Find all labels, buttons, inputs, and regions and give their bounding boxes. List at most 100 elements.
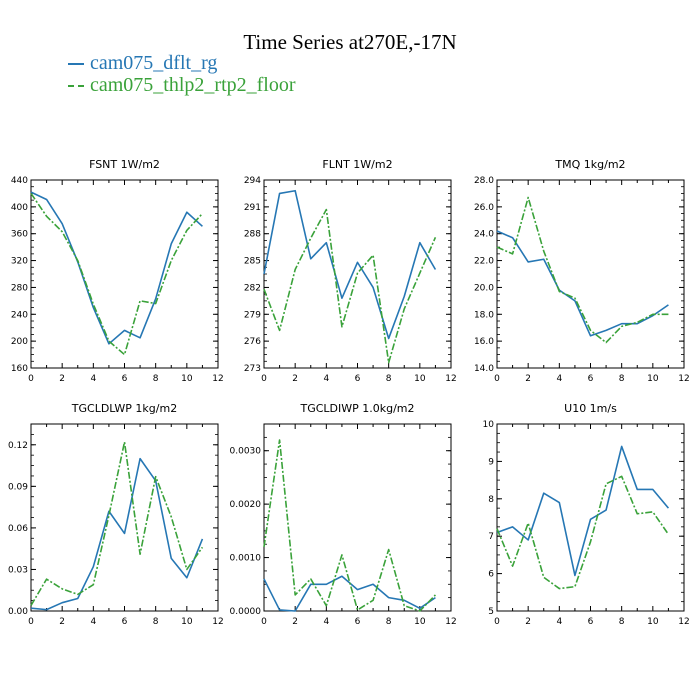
x-tick-label: 8	[386, 374, 392, 384]
y-tick-label: 0.0010	[230, 554, 262, 564]
y-tick-label: 0.12	[8, 441, 28, 451]
legend-label-dflt: cam075_dflt_rg	[90, 52, 218, 74]
y-tick-label: 8	[488, 495, 494, 505]
x-tick-label: 4	[323, 374, 329, 384]
x-tick-label: 8	[386, 617, 392, 627]
series-line-dflt	[30, 457, 204, 611]
panel-frame	[496, 179, 685, 369]
x-tick-label: 8	[153, 374, 159, 384]
series-line-thlp2	[263, 208, 437, 364]
x-tick-label: 2	[59, 374, 65, 384]
x-tick-label: 4	[556, 374, 562, 384]
y-tick-label: 22.0	[474, 257, 494, 267]
legend-swatch-thlp2	[68, 85, 84, 88]
x-tick-label: 8	[619, 617, 625, 627]
x-tick-label: 8	[153, 617, 159, 627]
x-tick-label: 10	[414, 617, 426, 627]
y-tick-label: 240	[11, 310, 28, 320]
x-tick-label: 8	[619, 374, 625, 384]
x-tick-label: 6	[355, 617, 361, 627]
y-tick-label: 294	[244, 176, 261, 186]
x-tick-label: 4	[90, 617, 96, 627]
panel-title: TMQ 1kg/m2	[554, 158, 625, 171]
x-tick-label: 6	[122, 374, 128, 384]
x-tick-label: 12	[445, 617, 456, 627]
y-tick-label: 280	[11, 283, 28, 293]
x-tick-label: 12	[678, 374, 689, 384]
panel-title: U10 1m/s	[564, 402, 617, 415]
y-tick-label: 0.0020	[230, 500, 262, 510]
y-tick-label: 200	[11, 337, 28, 347]
x-tick-label: 10	[414, 374, 426, 384]
x-tick-label: 0	[28, 617, 34, 627]
y-tick-label: 14.0	[474, 364, 494, 374]
x-tick-label: 2	[292, 617, 298, 627]
y-tick-label: 160	[11, 364, 28, 374]
x-tick-label: 10	[181, 617, 193, 627]
y-tick-label: 6	[488, 570, 494, 580]
y-tick-label: 282	[244, 283, 261, 293]
x-tick-label: 10	[181, 374, 193, 384]
x-tick-label: 2	[292, 374, 298, 384]
y-tick-label: 0.0000	[230, 607, 262, 617]
series-line-dflt	[263, 189, 437, 340]
y-tick-label: 440	[11, 176, 28, 186]
x-tick-label: 6	[588, 617, 594, 627]
y-tick-label: 279	[244, 310, 261, 320]
legend-item-thlp2: cam075_thlp2_rtp2_floor	[68, 74, 296, 96]
series-line-thlp2	[496, 196, 669, 344]
y-tick-label: 0.09	[8, 482, 28, 492]
y-tick-label: 10	[483, 420, 495, 430]
panel-title: FSNT 1W/m2	[89, 158, 160, 171]
x-tick-label: 12	[678, 617, 689, 627]
x-tick-label: 12	[212, 617, 223, 627]
series-line-dflt	[263, 575, 436, 612]
y-tick-label: 0.06	[8, 524, 28, 534]
x-tick-label: 2	[59, 617, 65, 627]
x-tick-label: 0	[261, 374, 267, 384]
legend-item-dflt: cam075_dflt_rg	[68, 52, 296, 74]
panel-title: TGCLDLWP 1kg/m2	[71, 402, 177, 415]
series-line-thlp2	[30, 441, 204, 606]
y-tick-label: 5	[488, 607, 494, 617]
y-tick-label: 273	[244, 364, 261, 374]
y-tick-label: 0.00	[8, 607, 28, 617]
y-tick-label: 24.0	[474, 230, 494, 240]
y-tick-label: 320	[11, 257, 28, 267]
x-tick-label: 4	[323, 617, 329, 627]
panel-title: TGCLDIWP 1.0kg/m2	[299, 402, 414, 415]
legend: cam075_dflt_rg cam075_thlp2_rtp2_floor	[68, 52, 296, 96]
x-tick-label: 0	[494, 617, 500, 627]
x-tick-label: 12	[212, 374, 223, 384]
series-line-dflt	[496, 445, 670, 577]
legend-swatch-dflt	[68, 63, 84, 66]
y-tick-label: 28.0	[474, 176, 494, 186]
panel-frame	[30, 423, 219, 612]
panel-frame	[30, 179, 219, 369]
x-tick-label: 0	[494, 374, 500, 384]
x-tick-label: 6	[122, 617, 128, 627]
y-tick-label: 0.03	[8, 565, 28, 575]
x-tick-label: 10	[647, 374, 659, 384]
y-tick-label: 20.0	[474, 283, 494, 293]
series-line-thlp2	[496, 475, 670, 590]
y-tick-label: 400	[11, 203, 28, 213]
x-tick-label: 2	[525, 617, 531, 627]
panel-frame	[263, 423, 452, 612]
x-tick-label: 4	[556, 617, 562, 627]
legend-label-thlp2: cam075_thlp2_rtp2_floor	[90, 74, 296, 96]
y-tick-label: 9	[488, 457, 494, 467]
y-tick-label: 291	[244, 203, 261, 213]
series-line-dflt	[30, 191, 203, 345]
x-tick-label: 12	[445, 374, 456, 384]
y-tick-label: 16.0	[474, 337, 494, 347]
y-tick-label: 285	[244, 257, 261, 267]
x-tick-label: 0	[28, 374, 34, 384]
y-tick-label: 0.0030	[230, 447, 262, 457]
x-tick-label: 2	[525, 374, 531, 384]
y-tick-label: 18.0	[474, 310, 494, 320]
x-tick-label: 10	[647, 617, 659, 627]
y-tick-label: 7	[488, 532, 494, 542]
x-tick-label: 6	[355, 374, 361, 384]
